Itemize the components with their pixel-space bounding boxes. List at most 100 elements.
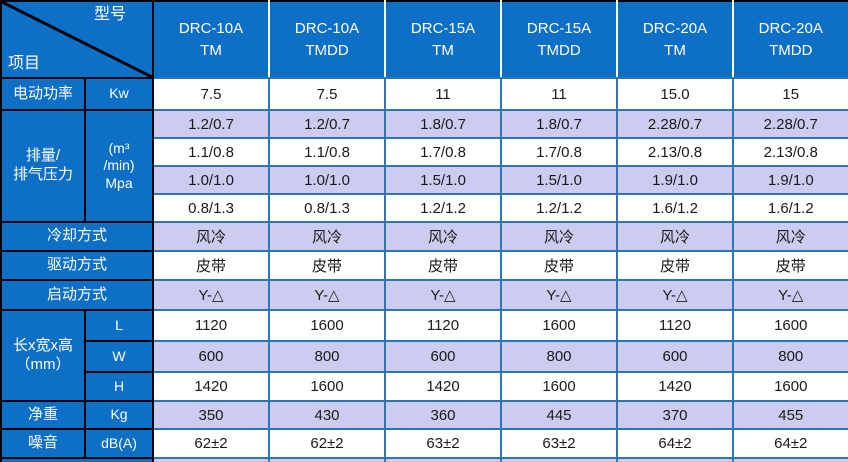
column-header-drc10a-tmdd: DRC-10A TMDD — [268, 0, 386, 79]
row-displacement-3: 1.0/1.0 1.0/1.0 1.5/1.0 1.5/1.0 1.9/1.0 … — [1, 165, 848, 195]
value-cell: 0.8/1.3 — [268, 193, 386, 223]
row-label-outlet-diameter: 出口管径 — [0, 457, 154, 462]
value-cell: 风冷 — [616, 221, 734, 252]
value-cell: 1600 — [732, 309, 848, 342]
value-cell: 11 — [500, 77, 618, 111]
unit-m3-min-mpa: (m³ /min) Mpa — [84, 109, 154, 223]
row-net-weight: 净重 Kg 350 430 360 445 370 455 — [0, 400, 848, 430]
value-cell: 15 — [732, 77, 848, 111]
value-cell: 455 — [732, 400, 848, 430]
value-cell: 62±2 — [152, 428, 270, 459]
unit-width: W — [84, 340, 154, 373]
value-cell: 350 — [152, 400, 270, 430]
value-cell: 1.2/0.7 — [268, 109, 386, 139]
row-label-net-weight: 净重 — [0, 400, 86, 430]
value-cell: 1420 — [152, 371, 270, 402]
value-cell: 2.13/0.8 — [616, 137, 734, 167]
value-cell: 1.7/0.8 — [384, 137, 502, 167]
value-cell: 370 — [616, 400, 734, 430]
value-cell: 1.8/0.7 — [384, 109, 502, 139]
value-cell: 皮带 — [732, 250, 848, 281]
value-cell: 600 — [152, 340, 270, 373]
value-cell: G3/4" — [500, 457, 618, 462]
row-length: 长x宽x高 （mm） L 1120 1600 1120 1600 1120 16… — [0, 309, 848, 402]
value-cell: 1600 — [500, 309, 618, 342]
value-cell: 800 — [732, 340, 848, 373]
value-cell: 1420 — [384, 371, 502, 402]
row-height: H 1420 1600 1420 1600 1420 1600 — [1, 371, 848, 402]
value-cell: 1.2/0.7 — [152, 109, 270, 139]
value-cell: 1.8/0.7 — [500, 109, 618, 139]
value-cell: 皮带 — [500, 250, 618, 281]
value-cell: G3/4" — [268, 457, 386, 462]
value-cell: 2.28/0.7 — [732, 109, 848, 139]
column-header-drc15a-tmdd: DRC-15A TMDD — [500, 0, 618, 79]
value-cell: 1.9/1.0 — [616, 165, 734, 195]
value-cell: 1.0/1.0 — [152, 165, 270, 195]
column-header-drc20a-tmdd: DRC-20A TMDD — [732, 0, 848, 79]
column-header-drc10a-tm: DRC-10A TM — [152, 0, 270, 79]
row-label-drive: 驱动方式 — [0, 250, 154, 281]
row-label-displacement: 排量/ 排气压力 — [0, 109, 86, 223]
value-cell: 64±2 — [616, 428, 734, 459]
value-cell: 7.5 — [152, 77, 270, 111]
corner-item-label: 项目 — [8, 55, 41, 72]
row-drive: 驱动方式 皮带 皮带 皮带 皮带 皮带 皮带 — [0, 250, 848, 281]
value-cell: 风冷 — [384, 221, 502, 252]
value-cell: 1.0/1.0 — [268, 165, 386, 195]
header-row: 型号 项目 DRC-10A TM DRC-10A TMDD DRC-15A TM… — [0, 0, 848, 79]
value-cell: 1.2/1.2 — [384, 193, 502, 223]
value-cell: 1.9/1.0 — [732, 165, 848, 195]
value-cell: 1.2/1.2 — [500, 193, 618, 223]
value-cell: 360 — [384, 400, 502, 430]
row-motor-power: 电动功率 Kw 7.5 7.5 11 11 15.0 15 — [0, 77, 848, 111]
row-cooling: 冷却方式 风冷 风冷 风冷 风冷 风冷 风冷 — [0, 221, 848, 252]
corner-cell: 型号 项目 — [0, 0, 154, 79]
unit-dba: dB(A) — [84, 428, 154, 459]
row-label-noise: 噪音 — [0, 428, 86, 459]
value-cell: 1600 — [732, 371, 848, 402]
row-label-motor-power: 电动功率 — [0, 77, 86, 111]
value-cell: 1.5/1.0 — [500, 165, 618, 195]
value-cell: 1.6/1.2 — [616, 193, 734, 223]
value-cell: Y-△ — [732, 279, 848, 311]
row-displacement-4: 0.8/1.3 0.8/1.3 1.2/1.2 1.2/1.2 1.6/1.2 … — [1, 193, 848, 223]
value-cell: 风冷 — [152, 221, 270, 252]
value-cell: 风冷 — [500, 221, 618, 252]
value-cell: Y-△ — [616, 279, 734, 311]
value-cell: 0.8/1.3 — [152, 193, 270, 223]
value-cell: 62±2 — [268, 428, 386, 459]
value-cell: 1120 — [384, 309, 502, 342]
value-cell: 445 — [500, 400, 618, 430]
unit-height: H — [84, 371, 154, 402]
unit-kw: Kw — [84, 77, 154, 111]
value-cell: 1.1/0.8 — [152, 137, 270, 167]
value-cell: 1600 — [500, 371, 618, 402]
column-header-drc15a-tm: DRC-15A TM — [384, 0, 502, 79]
value-cell: 600 — [384, 340, 502, 373]
value-cell: 800 — [268, 340, 386, 373]
row-displacement-2: 1.1/0.8 1.1/0.8 1.7/0.8 1.7/0.8 2.13/0.8… — [1, 137, 848, 167]
value-cell: G3/4" — [152, 457, 270, 462]
value-cell: 600 — [616, 340, 734, 373]
row-label-dimensions: 长x宽x高 （mm） — [0, 309, 86, 402]
diagonal-divider-line — [3, 3, 151, 76]
row-noise: 噪音 dB(A) 62±2 62±2 63±2 63±2 64±2 64±2 — [0, 428, 848, 459]
row-start-method: 启动方式 Y-△ Y-△ Y-△ Y-△ Y-△ Y-△ — [0, 279, 848, 311]
value-cell: Y-△ — [268, 279, 386, 311]
value-cell: 63±2 — [500, 428, 618, 459]
value-cell: 风冷 — [732, 221, 848, 252]
value-cell: 2.28/0.7 — [616, 109, 734, 139]
value-cell: 1.7/0.8 — [500, 137, 618, 167]
row-displacement-1: 排量/ 排气压力 (m³ /min) Mpa 1.2/0.7 1.2/0.7 1… — [0, 109, 848, 223]
value-cell: 11 — [384, 77, 502, 111]
value-cell: G3/4" — [384, 457, 502, 462]
value-cell: 64±2 — [732, 428, 848, 459]
value-cell: Y-△ — [384, 279, 502, 311]
value-cell: 皮带 — [384, 250, 502, 281]
value-cell: 1.1/0.8 — [268, 137, 386, 167]
value-cell: Y-△ — [500, 279, 618, 311]
value-cell: 1600 — [268, 309, 386, 342]
value-cell: 800 — [500, 340, 618, 373]
